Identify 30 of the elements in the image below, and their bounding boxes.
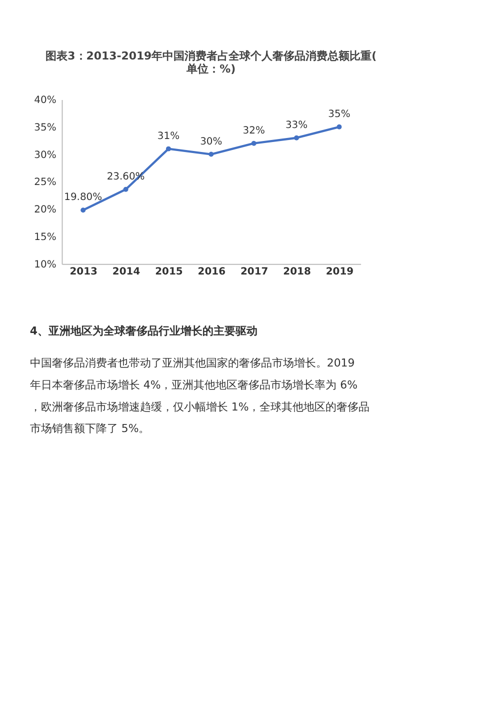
point [336,124,342,130]
data-label: 35% [328,108,350,120]
y-tick-label: 25% [34,177,56,188]
data-label: 32% [242,125,265,136]
text: 中国奢侈品消费者也带动了亚洲其他国家的奢侈品市场增长。2019 年日本奢侈品市场增长 4%，亚洲其他地区奢侈品市场增长率为 6%，欧洲奢侈品市场增速趋缓，仅小幅增长 1%，全球其他地区的奢侈品市场销售额下降了 5%。 [30,356,370,436]
point [294,135,300,140]
x-tick-label: 2016 [198,266,226,278]
text: 4、亚洲地区为全球奢侈品行业增长的主要驱动 [30,324,258,338]
data-label: 30% [200,136,222,148]
x-tick-label: 2013 [70,266,98,278]
point [166,146,171,152]
point [208,152,214,157]
data-label: 31% [157,130,180,142]
point [80,208,86,213]
y-tick-label: 30% [34,150,56,161]
data-label: 19.80% [64,192,102,204]
x-tick-label: 2018 [283,266,311,278]
y-tick-label: 40% [34,95,56,106]
data-label: 33% [285,120,308,131]
x-tick-label: 2014 [112,266,140,278]
y-tick-label: 15% [34,232,56,243]
point [123,186,128,192]
y-tick-label: 10% [34,259,56,270]
x-tick-label: 2017 [240,266,268,278]
chart-title: 图表3：2013-2019年中国消费者占全球个人奢侈品消费总额比重(单位：%) [46,50,377,76]
y-tick-label: 20% [34,204,56,216]
x-tick-label: 2015 [155,266,183,278]
point [251,140,256,146]
x-tick-label: 2019 [326,266,354,278]
y-tick-label: 35% [34,122,56,134]
